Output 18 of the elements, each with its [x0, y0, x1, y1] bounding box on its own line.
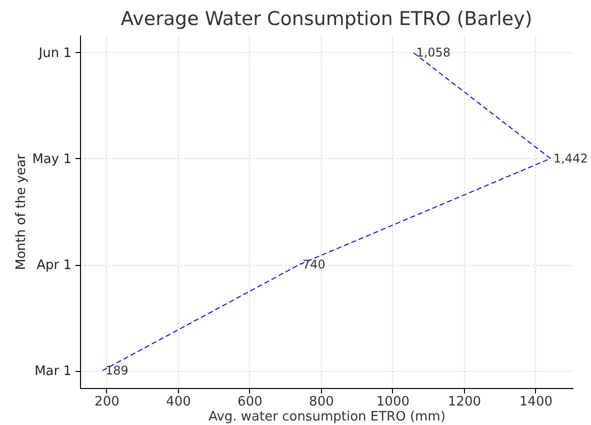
x-tick-label: 1400	[519, 394, 553, 410]
y-tick-label: Jun 1	[38, 46, 72, 61]
x-tick-label: 200	[94, 394, 120, 410]
chart-title: Average Water Consumption ETRO (Barley)	[120, 8, 532, 30]
data-label: 1,442	[553, 151, 588, 166]
x-tick-label: 400	[166, 394, 191, 410]
data-label: 740	[302, 258, 326, 272]
y-tick-label: May 1	[32, 152, 72, 167]
y-tick-label: Mar 1	[34, 364, 72, 380]
x-tick-label: 600	[238, 394, 262, 410]
x-tick-label: 1200	[448, 394, 482, 410]
data-label: 1,058	[416, 45, 451, 60]
data-label: 189	[106, 364, 128, 378]
x-axis-title: Avg. water consumption ETRO (mm)	[208, 410, 446, 424]
x-tick-label: 800	[309, 394, 334, 410]
y-tick-label: Apr 1	[36, 258, 72, 274]
x-tick-label: 1000	[376, 394, 410, 410]
y-axis-title: Month of the year	[14, 153, 30, 270]
